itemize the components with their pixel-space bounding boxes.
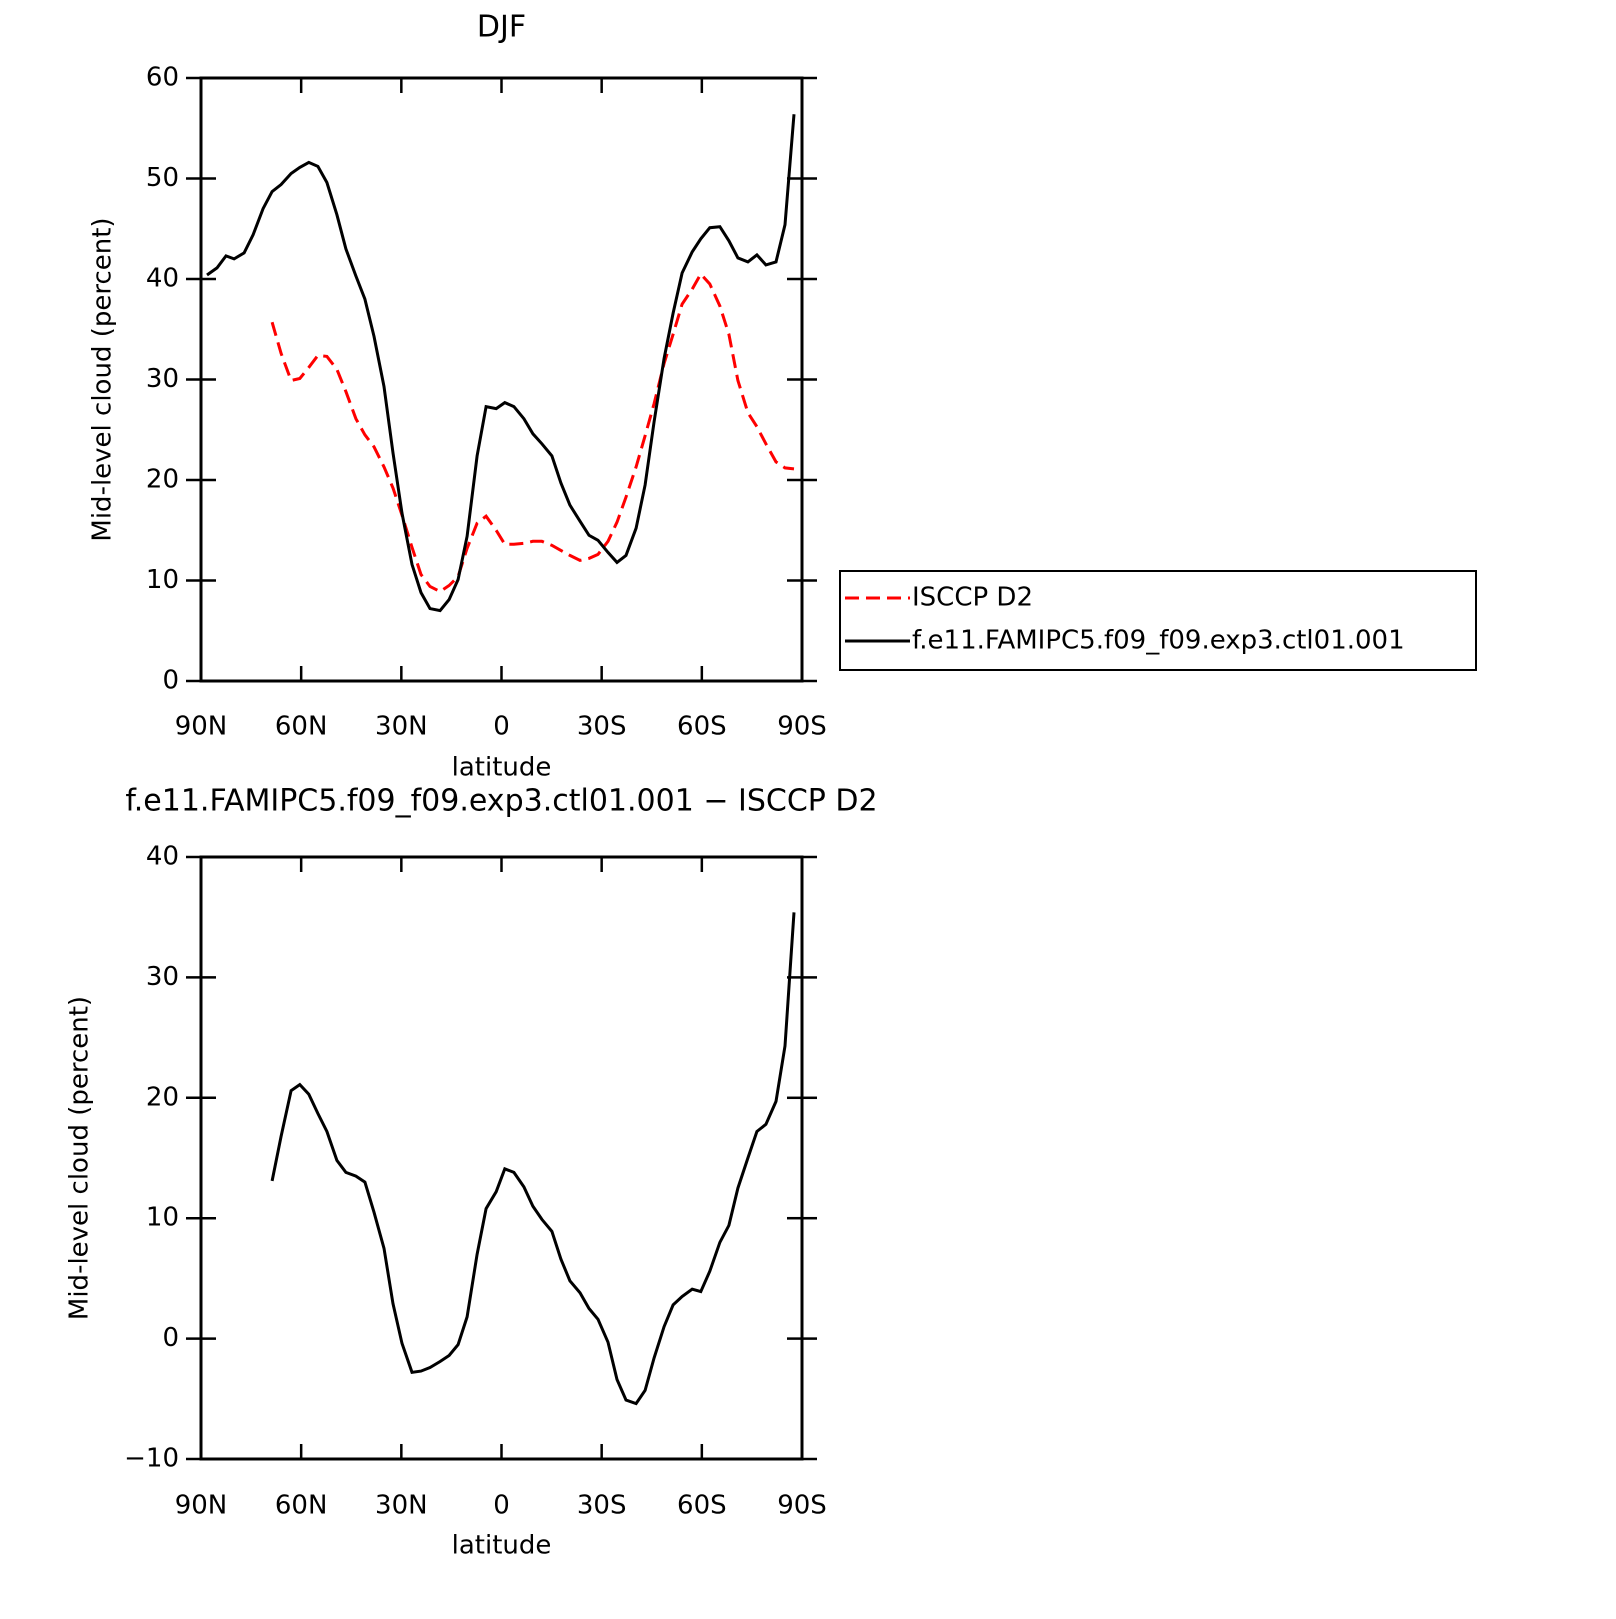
- y-tick-label: −10: [124, 1444, 179, 1474]
- y-tick-label: 40: [146, 842, 179, 872]
- y-tick-label: 40: [146, 264, 179, 294]
- y-axis-label: Mid-level cloud (percent): [65, 996, 95, 1320]
- x-tick-label: 0: [493, 1491, 510, 1521]
- y-tick-label: 20: [146, 1082, 179, 1112]
- x-tick-label: 30N: [375, 1491, 428, 1521]
- plot-frame: [199, 855, 804, 1461]
- legend-label: f.e11.FAMIPC5.f09_f09.exp3.ctl01.001: [912, 626, 1405, 656]
- y-tick-label: 10: [146, 565, 179, 595]
- x-tick-label: 30N: [375, 712, 428, 742]
- x-tick-label: 60S: [677, 712, 727, 742]
- x-tick-label: 60N: [275, 712, 328, 742]
- data-line: [270, 271, 795, 594]
- y-axis-label: Mid-level cloud (percent): [88, 217, 118, 541]
- x-tick-label: 90S: [777, 712, 827, 742]
- x-tick-label: 30S: [577, 712, 627, 742]
- y-tick-label: 50: [146, 163, 179, 193]
- data-line: [270, 912, 796, 1406]
- x-tick-label: 60S: [677, 1491, 727, 1521]
- y-tick-label: 60: [146, 63, 179, 93]
- x-tick-label: 0: [493, 712, 510, 742]
- legend-box: [839, 570, 1477, 671]
- x-tick-label: 90N: [175, 712, 228, 742]
- chart-title: DJF: [477, 10, 526, 45]
- data-line: [206, 114, 796, 613]
- y-tick-label: 10: [146, 1203, 179, 1233]
- chart-title: f.e11.FAMIPC5.f09_f09.exp3.ctl01.001 − I…: [125, 784, 877, 819]
- y-tick-label: 30: [146, 364, 179, 394]
- x-tick-label: 60N: [275, 1491, 328, 1521]
- x-axis-label: latitude: [452, 753, 552, 783]
- plot-frame: [199, 76, 804, 683]
- x-tick-label: 90S: [777, 1491, 827, 1521]
- x-axis-label: latitude: [452, 1531, 552, 1561]
- y-tick-label: 0: [162, 666, 179, 696]
- x-tick-label: 90N: [175, 1491, 228, 1521]
- y-tick-label: 20: [146, 465, 179, 495]
- y-tick-label: 30: [146, 962, 179, 992]
- y-tick-label: 0: [162, 1323, 179, 1353]
- x-tick-label: 30S: [577, 1491, 627, 1521]
- legend-label: ISCCP D2: [912, 583, 1033, 613]
